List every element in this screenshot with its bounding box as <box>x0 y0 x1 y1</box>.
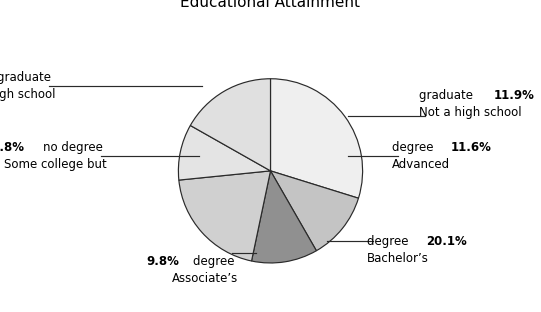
Wedge shape <box>190 79 270 171</box>
Text: 11.6%: 11.6% <box>451 141 492 154</box>
Text: degree: degree <box>367 235 412 247</box>
Wedge shape <box>179 171 270 261</box>
Text: graduate: graduate <box>0 71 55 84</box>
Wedge shape <box>252 171 316 263</box>
Text: Not a high school: Not a high school <box>419 106 522 119</box>
Text: Bachelor’s: Bachelor’s <box>367 252 429 265</box>
Wedge shape <box>270 171 359 251</box>
Text: Advanced: Advanced <box>392 158 451 171</box>
Wedge shape <box>179 125 270 180</box>
Text: degree: degree <box>392 141 438 154</box>
Text: 16.8%: 16.8% <box>0 141 24 154</box>
Text: Associate’s: Associate’s <box>171 272 238 285</box>
Text: no degree: no degree <box>43 141 107 154</box>
Text: degree: degree <box>193 255 238 268</box>
Text: Educational Attainment: Educational Attainment <box>181 0 360 11</box>
Text: Some college but: Some college but <box>4 158 107 171</box>
Text: High school: High school <box>0 88 55 101</box>
Text: 9.8%: 9.8% <box>146 255 179 268</box>
Wedge shape <box>270 79 362 198</box>
Text: graduate: graduate <box>419 89 477 102</box>
Text: 20.1%: 20.1% <box>426 235 466 247</box>
Text: 11.9%: 11.9% <box>494 89 535 102</box>
